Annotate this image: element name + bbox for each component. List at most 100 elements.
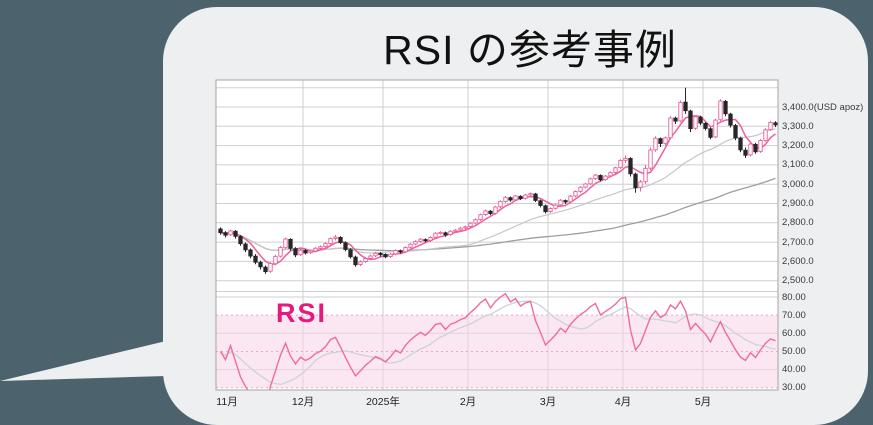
candle (278, 245, 283, 258)
candle (523, 193, 528, 200)
rsi-axis-label: 80.00 (782, 291, 806, 303)
candle (358, 260, 363, 267)
price-axis-label: 3,300.0 (782, 120, 814, 132)
candle (223, 231, 228, 238)
candle (433, 232, 438, 239)
candle (348, 248, 353, 259)
candle (373, 251, 378, 258)
candle (423, 238, 428, 243)
price-axis-label: 2,700.0 (782, 236, 814, 248)
candle (243, 242, 248, 253)
candle (288, 238, 293, 251)
candle (258, 260, 263, 270)
candle (628, 157, 633, 177)
candle (383, 253, 388, 259)
candle (568, 195, 573, 204)
candle (323, 242, 328, 248)
candle (558, 199, 563, 207)
candle (388, 252, 393, 258)
candle (298, 248, 303, 256)
price-axis-label: 3,400.0(USD apoz) (782, 101, 864, 113)
rsi-lines (219, 292, 776, 390)
candle (613, 166, 618, 174)
candle (728, 112, 733, 128)
candle (608, 171, 613, 178)
candle (598, 174, 603, 182)
candle (668, 116, 673, 140)
x-axis-label: 12月 (291, 396, 315, 408)
candle (328, 237, 333, 245)
candle (583, 182, 588, 189)
candle (458, 227, 463, 232)
candle (438, 231, 443, 235)
candle (703, 122, 708, 131)
candle (653, 136, 658, 152)
speech-bubble-tail (0, 341, 166, 381)
candle (708, 127, 713, 140)
candle (573, 190, 578, 198)
candle (718, 99, 723, 122)
candle (393, 249, 398, 256)
rsi-band (216, 314, 778, 389)
candle (638, 179, 643, 192)
price-axis-label: 2,600.0 (782, 255, 814, 267)
rsi-axis-label: 60.00 (782, 327, 806, 339)
candle (588, 177, 593, 186)
rsi-axis-label: 70.00 (782, 309, 806, 321)
rsi-pane-label: RSI (276, 298, 328, 328)
candle (248, 248, 253, 259)
candle (763, 128, 768, 142)
candle (418, 238, 423, 243)
candle (743, 147, 748, 158)
candle (753, 142, 758, 154)
rsi-axis-label: 40.00 (782, 364, 806, 376)
candle (698, 115, 703, 126)
price-axis-label: 2,800.0 (782, 217, 814, 229)
x-axis-label: 2月 (459, 396, 477, 408)
candle (218, 227, 223, 235)
candle (693, 115, 698, 130)
x-axis-label: 11月 (216, 396, 238, 408)
candle (268, 262, 273, 273)
candle (498, 200, 503, 209)
candle (618, 159, 623, 169)
candle (553, 203, 558, 210)
candle (483, 209, 488, 216)
candle (338, 236, 343, 245)
price-axis-label: 2,500.0 (782, 275, 814, 287)
candle (503, 196, 508, 203)
x-axis-label: 5月 (694, 396, 712, 408)
candle (633, 172, 638, 193)
candle (543, 204, 548, 214)
candle (563, 199, 568, 204)
candle (723, 100, 728, 117)
price-axis-label: 2,900.0 (782, 198, 814, 209)
candle (508, 196, 513, 202)
candle (533, 192, 538, 202)
moving-average-lines (220, 115, 776, 265)
candle (603, 174, 608, 181)
candle (233, 230, 238, 239)
candle (473, 218, 478, 225)
candle (768, 120, 773, 131)
candle (623, 155, 628, 163)
candle (678, 100, 683, 123)
candle (538, 199, 543, 208)
candle (408, 243, 413, 249)
candle (593, 173, 598, 180)
candle (478, 213, 483, 221)
candle (748, 142, 753, 157)
candle (253, 254, 258, 265)
candle (713, 118, 718, 139)
candle (673, 116, 678, 124)
candle (368, 254, 373, 260)
candle (403, 246, 408, 253)
candle (313, 247, 318, 253)
candle (303, 249, 308, 255)
candle (238, 235, 243, 246)
candle (318, 245, 323, 250)
candle (343, 241, 348, 252)
candle (353, 255, 358, 267)
